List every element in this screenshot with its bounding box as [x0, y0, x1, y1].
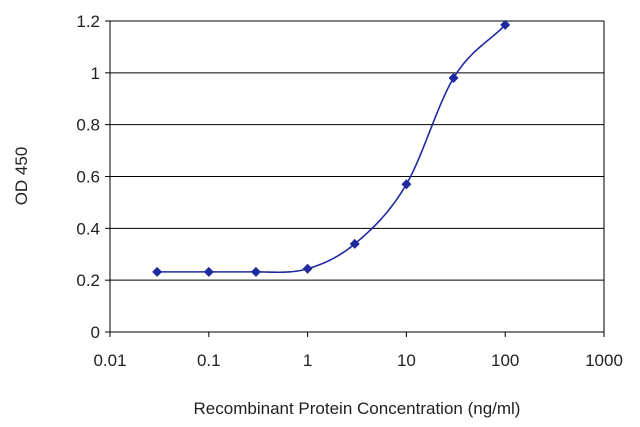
data-point: [152, 266, 163, 277]
x-tick-label: 0.01: [93, 351, 126, 370]
y-tick-label: 0.6: [76, 168, 100, 187]
y-axis-ticks: 0 0.2 0.4 0.6 0.8 1 1.2: [76, 12, 110, 342]
x-tick-label: 100: [491, 351, 519, 370]
y-tick-label: 0.2: [76, 271, 100, 290]
data-point: [401, 179, 412, 190]
y-tick-label: 1: [91, 64, 100, 83]
y-axis-label: OD 450: [12, 147, 31, 206]
y-tick-label: 0: [91, 323, 100, 342]
data-point: [448, 73, 459, 84]
x-tick-label: 1: [303, 351, 312, 370]
data-points: [152, 19, 511, 277]
x-tick-label: 10: [397, 351, 416, 370]
x-axis-ticks: 0.01 0.1 1 10 100 1000: [93, 332, 623, 370]
x-tick-label: 0.1: [197, 351, 221, 370]
x-axis-label: Recombinant Protein Concentration (ng/ml…: [194, 399, 521, 418]
y-tick-label: 0.4: [76, 219, 100, 238]
data-point: [302, 263, 313, 274]
x-tick-label: 1000: [585, 351, 623, 370]
data-point: [500, 19, 511, 30]
y-tick-label: 0.8: [76, 116, 100, 135]
data-point: [203, 266, 214, 277]
fit-curve: [157, 24, 506, 274]
y-tick-label: 1.2: [76, 12, 100, 31]
data-point: [349, 238, 360, 249]
data-point: [250, 266, 261, 277]
gridlines: [110, 72, 604, 281]
